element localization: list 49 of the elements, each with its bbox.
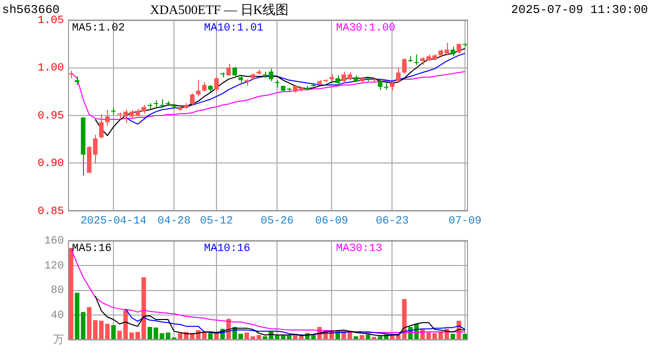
- y-tick-label: 160: [44, 236, 64, 248]
- candlestick: [274, 80, 280, 88]
- chart-subtitle: sh563660: [2, 3, 60, 17]
- candlestick: [414, 54, 419, 66]
- y-tick-label: 1.00: [38, 62, 64, 75]
- candlestick: [214, 76, 219, 92]
- candlestick: [99, 114, 104, 139]
- candlestick: [68, 70, 74, 79]
- text: 2025-07-09 11:30:00: [511, 3, 648, 17]
- candlestick: [105, 109, 110, 127]
- y-tick-label: 万: [53, 334, 64, 347]
- candlestick: [190, 93, 195, 106]
- x-tick-label: 05-12: [200, 215, 233, 228]
- x-tick-label: 05-26: [260, 215, 294, 228]
- text: MA10:1.01: [204, 22, 264, 34]
- y-tick-label: 0.95: [38, 110, 64, 122]
- text: MA5:1.02: [72, 22, 125, 34]
- candlestick: [378, 80, 382, 90]
- candlestick: [268, 68, 274, 82]
- x-tick-label: 04-28: [158, 215, 191, 228]
- bar: [366, 334, 370, 340]
- bar: [68, 248, 74, 340]
- x-tick-label: 06-09: [315, 215, 348, 228]
- candlestick: [402, 58, 407, 74]
- text: MA30:1.00: [336, 22, 396, 34]
- y-tick-label: 40: [50, 310, 64, 322]
- bar: [208, 333, 213, 340]
- candlestick: [154, 100, 158, 108]
- text: MA30:13: [336, 243, 382, 256]
- chart-title: XDA500ETF — 日K线图: [150, 2, 289, 17]
- candlestick: [450, 46, 456, 57]
- y-tick-label: 1.05: [38, 14, 64, 27]
- x-tick-label: 2025-04-14: [80, 215, 147, 228]
- text: MA10:16: [204, 243, 250, 256]
- x-tick-label: 07-09: [448, 215, 482, 228]
- y-tick-label: 120: [44, 260, 64, 272]
- candlestick: [202, 82, 207, 92]
- y-tick-label: 0.90: [38, 158, 64, 170]
- y-tick-label: 0.85: [38, 206, 64, 218]
- bar: [111, 325, 116, 340]
- y-tick-label: 80: [50, 285, 64, 298]
- text: MA5:16: [72, 243, 112, 256]
- candlestick: [232, 66, 237, 78]
- candlestick: [335, 74, 340, 86]
- bar: [214, 333, 219, 340]
- candlestick: [196, 80, 201, 97]
- candlestick: [226, 63, 231, 76]
- candlestick: [396, 67, 401, 83]
- x-tick-label: 06-23: [376, 215, 409, 228]
